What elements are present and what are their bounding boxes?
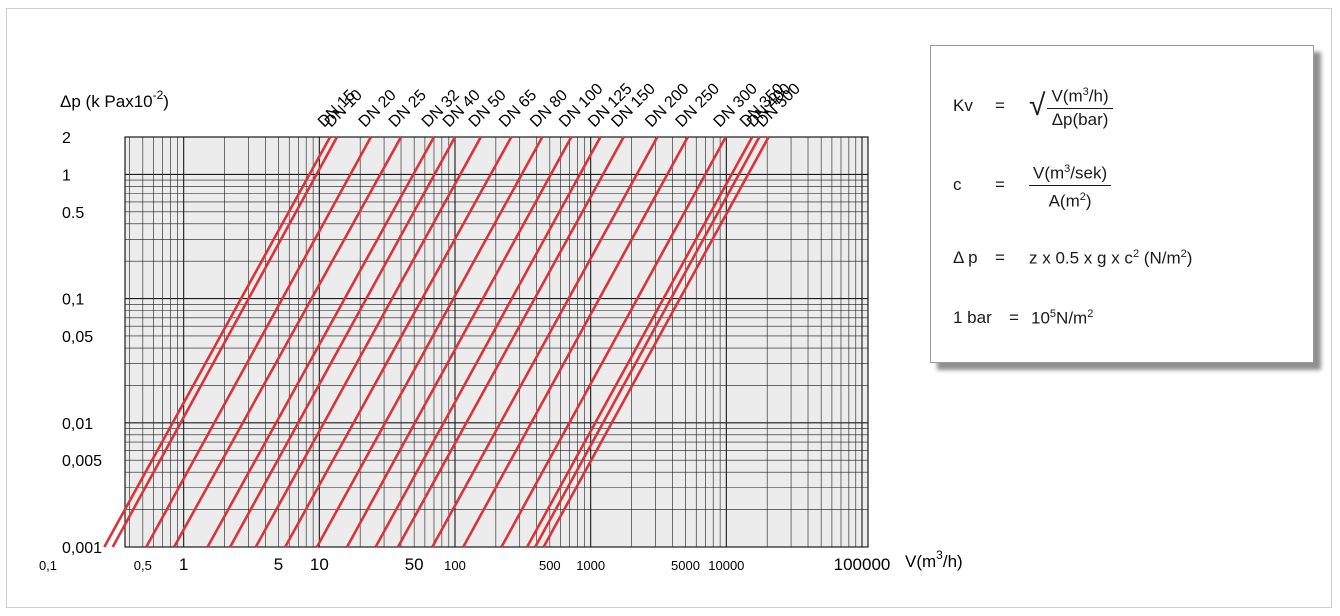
series-line [111,136,339,548]
series-line [315,136,544,548]
series-line [542,136,770,548]
series-line [534,136,761,548]
series-line [284,136,513,548]
series-line [462,136,689,548]
x-tick-labels: 0,1 0,5 1 5 10 50 100 500 1000 5000 10000 100000 [39,555,890,574]
x-tick-label: 5 [274,555,283,574]
x-tick-label: 10 [310,555,329,574]
y-tick-label: 0.5 [62,205,84,222]
y-tick-label: 0,001 [62,540,102,557]
x-tick-label: 0,5 [134,558,152,573]
formula-dp-rhs: z x 0.5 x g x c2 (N/m2) [1029,248,1193,268]
x-tick-label: 50 [405,555,424,574]
x-tick-label: 1 [179,555,188,574]
formula-bar: 1 bar = 105N/m2 [953,308,1093,329]
sqrt-icon: √ [1029,88,1046,122]
formula-bar-lhs: 1 bar [953,308,992,328]
series-line [396,136,625,548]
formula-kv-denominator: Δp(bar) [1051,109,1109,129]
x-tick-label: 5000 [671,558,700,573]
series-line [228,136,457,548]
series-line [431,136,659,548]
y-tick-labels: 2 1 0.5 0,1 0,05 0,01 0,005 0,001 [62,130,102,557]
formula-c-denominator: A(m2) [1048,190,1092,211]
formula-bar-eq: = [1009,308,1019,328]
series-line [500,136,727,548]
formula-dp-lhs: Δ p [953,248,978,268]
formula-kv-eq: = [995,95,1005,115]
series-line [206,136,436,548]
plot-area [125,137,868,547]
formula-c-lhs: c [953,175,962,195]
y-tick-label: 1 [62,167,71,184]
formula-dp: Δ p = z x 0.5 x g x c2 (N/m2) [953,248,1192,269]
plot-border [124,136,869,548]
series-line [172,136,403,548]
x-tick-label: 0,1 [39,558,57,573]
x-tick-label: 10000 [708,558,744,573]
series-line [103,136,332,548]
formula-box: Kv = √ V(m3/h) Δp(bar) c = V(m3/sek) A(m… [930,45,1314,363]
formula-kv-sqrt: √ V(m3/h) Δp(bar) [1029,82,1113,130]
formula-c-numerator: V(m3/sek) [1029,159,1112,186]
formula-kv-fraction: V(m3/h) Δp(bar) [1047,82,1113,130]
formula-bar-rhs: 105N/m2 [1031,308,1094,328]
y-tick-label: 2 [62,130,71,147]
formula-kv-lhs: Kv [953,95,973,115]
y-tick-label: 0,01 [62,416,93,433]
formula-c-fraction: V(m3/sek) A(m2) [1029,159,1112,211]
x-axis-title: V(m3/h) [905,548,963,571]
series-line [525,136,754,548]
formula-kv-numerator: V(m3/h) [1047,82,1113,109]
series-line [345,136,573,548]
y-tick-label: 0,1 [62,292,84,309]
x-tick-label: 1000 [576,558,605,573]
formula-c: c = V(m3/sek) A(m2) [953,159,1112,211]
formula-c-eq: = [995,175,1005,195]
series-lines [103,136,770,548]
series-line [254,136,482,548]
x-tick-label: 500 [539,558,561,573]
formula-kv: Kv = √ V(m3/h) Δp(bar) [953,82,1113,130]
y-axis-title: Δp (k Pax10-2) [60,88,169,111]
y-tick-label: 0,005 [62,453,102,470]
y-tick-label: 0,05 [62,329,93,346]
formula-dp-eq: = [995,248,1005,268]
series-line [145,136,373,548]
x-tick-label: 100 [444,558,466,573]
series-line [374,136,602,548]
x-tick-label: 100000 [834,555,891,574]
